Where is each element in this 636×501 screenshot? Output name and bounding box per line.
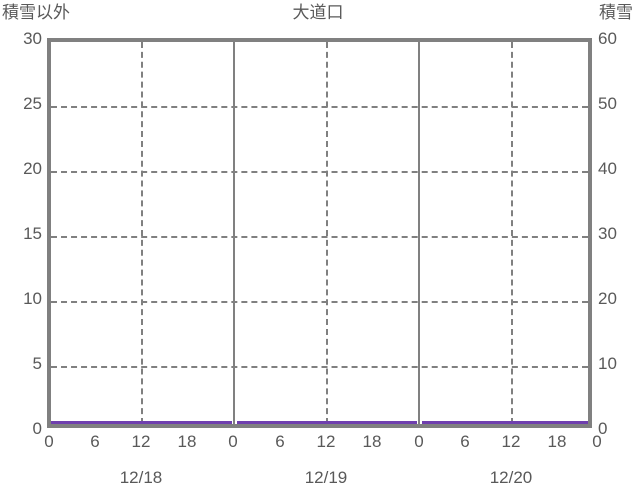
- day-label-2: 12/19: [304, 468, 348, 487]
- x-tick-12: 0: [592, 432, 602, 451]
- right-tick-60: 60: [598, 29, 617, 48]
- gridline-h-15: [51, 236, 588, 238]
- series-snow-day1: [51, 421, 232, 424]
- left-tick-5: 5: [32, 354, 42, 373]
- plot-inner: [51, 42, 588, 424]
- gridline-v-day3-12h: [511, 42, 513, 424]
- day-label-3: 12/20: [489, 468, 533, 487]
- chart-title: 大道口: [292, 3, 344, 22]
- series-snow-day2: [237, 421, 417, 424]
- x-tick-6: 12: [316, 432, 336, 451]
- day-separator-2: [418, 42, 420, 424]
- x-tick-7: 18: [362, 432, 382, 451]
- gridline-h-25: [51, 106, 588, 108]
- left-tick-20: 20: [23, 159, 42, 178]
- right-tick-50: 50: [598, 94, 617, 113]
- plot-area: [47, 38, 592, 428]
- right-tick-40: 40: [598, 159, 617, 178]
- x-tick-11: 18: [547, 432, 567, 451]
- x-tick-2: 12: [131, 432, 151, 451]
- right-tick-20: 20: [598, 289, 617, 308]
- gridline-v-day2-12h: [326, 42, 328, 424]
- day-label-1: 12/18: [119, 468, 163, 487]
- x-tick-5: 6: [275, 432, 285, 451]
- left-tick-10: 10: [23, 289, 42, 308]
- left-tick-0: 0: [32, 419, 42, 438]
- left-tick-30: 30: [23, 29, 42, 48]
- x-tick-9: 6: [460, 432, 470, 451]
- left-axis-title: 積雪以外: [2, 3, 70, 22]
- x-tick-0: 0: [44, 432, 54, 451]
- left-tick-15: 15: [23, 224, 42, 243]
- right-tick-30: 30: [598, 224, 617, 243]
- right-tick-10: 10: [598, 354, 617, 373]
- series-snow-day3: [422, 421, 588, 424]
- gridline-h-20: [51, 171, 588, 173]
- gridline-h-10: [51, 301, 588, 303]
- gridline-h-5: [51, 366, 588, 368]
- gridline-v-day1-12h: [141, 42, 143, 424]
- right-tick-0: 0: [598, 419, 608, 438]
- x-tick-3: 18: [177, 432, 197, 451]
- x-tick-10: 12: [501, 432, 521, 451]
- x-tick-4: 0: [228, 432, 238, 451]
- x-tick-8: 0: [414, 432, 424, 451]
- left-tick-25: 25: [23, 94, 42, 113]
- right-axis-title: 積雪: [599, 3, 633, 22]
- x-tick-1: 6: [90, 432, 100, 451]
- day-separator-1: [233, 42, 235, 424]
